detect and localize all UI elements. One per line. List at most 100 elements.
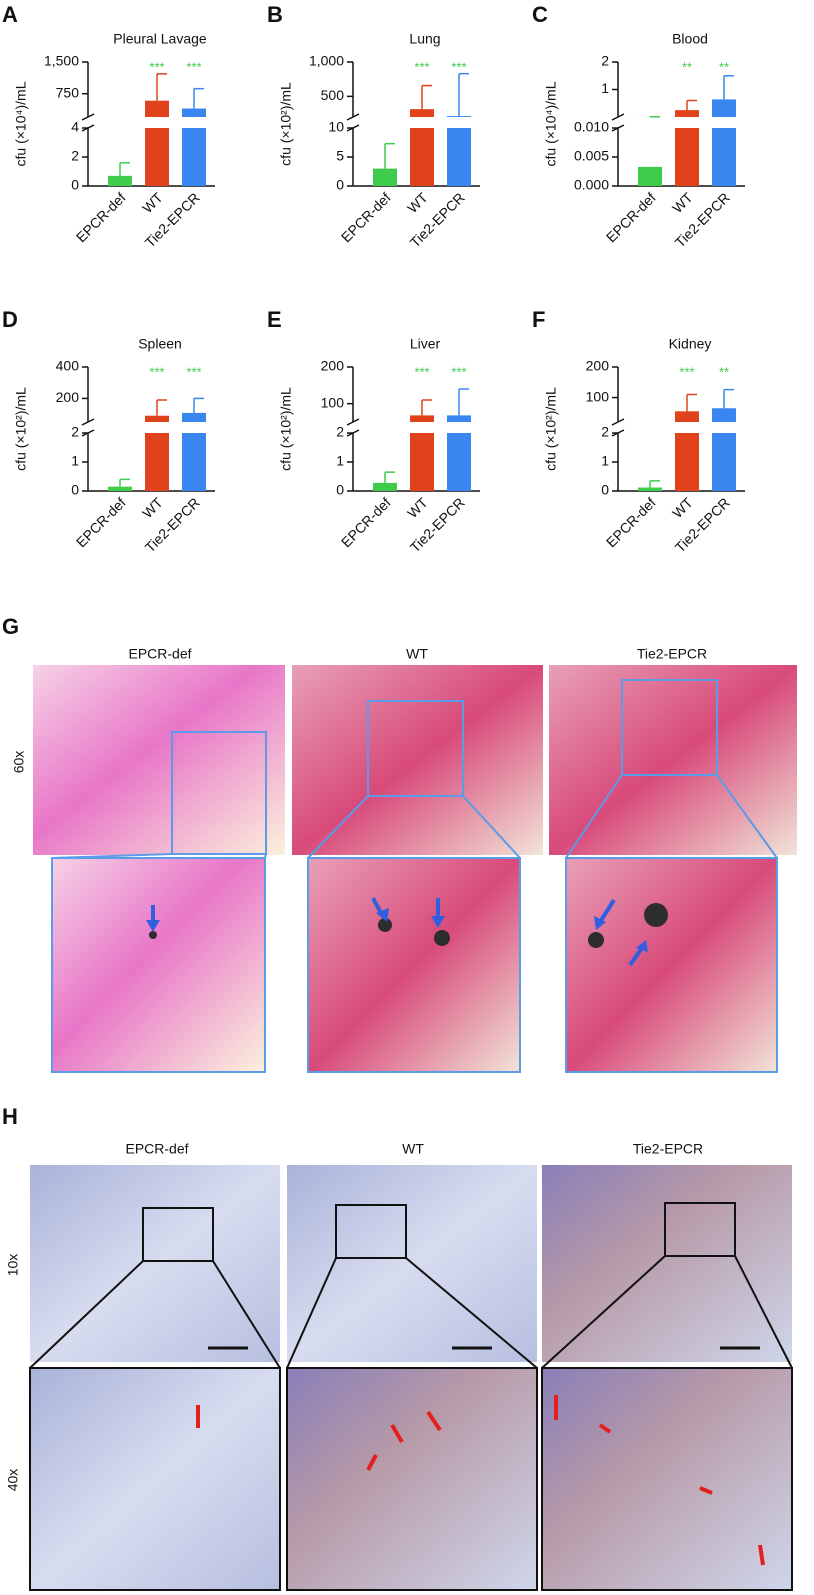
y-tick-label: 1: [601, 453, 609, 469]
y-tick-label: 750: [56, 84, 80, 100]
x-tick-label: WT: [669, 189, 696, 216]
row-label: 40x: [5, 1469, 21, 1492]
y-axis-label: cfu (×10⁴)/mL: [13, 81, 29, 166]
chart-title: Liver: [410, 336, 441, 352]
bar: [410, 433, 434, 491]
panel-letter: A: [2, 2, 18, 27]
panel-letter: C: [532, 2, 548, 27]
x-tick-label: WT: [139, 189, 166, 216]
connectors: [29, 1255, 793, 1369]
bar: [675, 411, 699, 422]
y-tick-label: 4: [71, 119, 79, 135]
significance-label: ***: [679, 364, 694, 379]
significance-label: **: [682, 59, 692, 74]
y-tick-label: 100: [321, 394, 345, 410]
axis-break: [81, 113, 95, 121]
bar: [182, 128, 206, 186]
arrowheads: [146, 908, 648, 952]
x-tick-label: WT: [404, 189, 431, 216]
significance-label: ***: [451, 59, 466, 74]
chart-title: Kidney: [669, 336, 712, 352]
y-axis-label: cfu (×10²)/mL: [278, 82, 294, 166]
zoom-micrograph: [29, 1367, 281, 1591]
bar: [675, 433, 699, 491]
inset-box: [142, 1207, 214, 1262]
y-tick-label: 1: [336, 453, 344, 469]
y-tick-label: 0: [336, 177, 344, 193]
chart-title: Blood: [672, 31, 708, 47]
y-tick-label: 500: [321, 87, 345, 103]
x-tick-label: EPCR-def: [73, 494, 129, 550]
x-tick-label: EPCR-def: [338, 494, 394, 550]
inset-box: [621, 679, 718, 776]
micrograph: [542, 1165, 792, 1362]
panel-g: G EPCR-def WT Tie2-EPCR 60x: [2, 614, 797, 1073]
chart-title: Spleen: [138, 336, 182, 352]
row-label: 60x: [11, 751, 27, 774]
significance-label: ***: [186, 364, 201, 379]
chart-title: Pleural Lavage: [113, 31, 207, 47]
x-tick-label: EPCR-def: [338, 189, 394, 245]
y-tick-label: 400: [56, 358, 80, 374]
y-tick-label: 1: [71, 453, 79, 469]
significance-label: ***: [186, 59, 201, 74]
bar: [447, 415, 471, 422]
bar: [145, 100, 169, 117]
axis-break: [611, 429, 625, 437]
arrows: [196, 1395, 765, 1566]
row-label: 10x: [5, 1254, 21, 1277]
y-tick-label: 2: [601, 424, 609, 440]
bar: [182, 412, 206, 422]
x-tick-label: EPCR-def: [603, 189, 659, 245]
y-axis-label: cfu (×10²)/mL: [278, 387, 294, 471]
panel-h: H EPCR-def WT Tie2-EPCR 10x 40x: [2, 1104, 793, 1591]
y-tick-label: 1,000: [309, 53, 344, 69]
connector: [462, 795, 521, 859]
column-label: EPCR-def: [128, 646, 191, 662]
axis-break: [81, 429, 95, 437]
y-tick-label: 2: [71, 148, 79, 164]
y-tick-label: 0: [71, 177, 79, 193]
significance-label: ***: [149, 364, 164, 379]
micrograph: [292, 665, 543, 855]
inset-box: [171, 731, 267, 855]
x-tick-label: EPCR-def: [73, 189, 129, 245]
y-tick-label: 2: [336, 424, 344, 440]
bar: [447, 433, 471, 491]
y-tick-label: 1,500: [44, 53, 79, 69]
charts: A Pleural Lavage cfu (×10⁴)/mL 0 2 4 750 1,500 E…: [2, 2, 745, 555]
panel-letter: E: [267, 307, 282, 332]
y-tick-label: 0: [601, 482, 609, 498]
inset-box: [335, 1204, 407, 1259]
zoom-micrograph: [565, 857, 778, 1073]
bar: [182, 108, 206, 117]
bar: [712, 99, 736, 117]
x-tick-label: WT: [669, 494, 696, 521]
panel-letter: F: [532, 307, 545, 332]
bar: [182, 433, 206, 491]
particles: [149, 903, 668, 948]
column-label: Tie2-EPCR: [637, 646, 707, 662]
connector: [565, 774, 623, 859]
inset-box: [664, 1202, 736, 1257]
x-tick-label: WT: [139, 494, 166, 521]
significance-label: **: [719, 364, 729, 379]
connector: [307, 795, 369, 859]
bar: [712, 128, 736, 186]
bar: [145, 415, 169, 422]
micrograph: [33, 665, 285, 855]
bar: [638, 487, 662, 491]
bar: [638, 166, 662, 186]
zoom-micrograph: [541, 1367, 793, 1591]
significance-label: ***: [149, 59, 164, 74]
axis-break: [81, 418, 95, 426]
y-tick-label: 200: [56, 389, 80, 405]
bar: [145, 128, 169, 186]
panel-letter: G: [2, 614, 19, 639]
y-tick-label: 0: [71, 482, 79, 498]
axis-break: [611, 418, 625, 426]
bar: [410, 415, 434, 422]
zoom-micrograph: [307, 857, 521, 1073]
bar: [410, 128, 434, 186]
